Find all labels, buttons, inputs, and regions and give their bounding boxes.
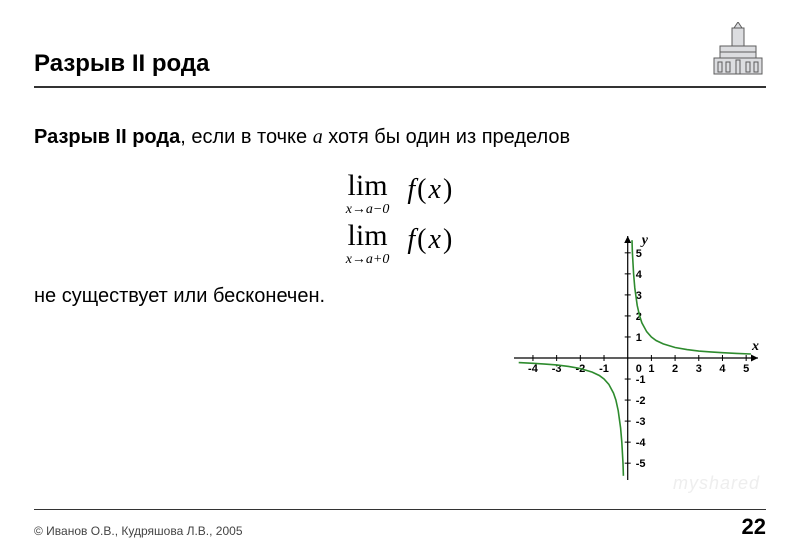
svg-text:3: 3 (696, 363, 702, 375)
header: Разрыв II рода (34, 22, 766, 78)
svg-text:4: 4 (719, 363, 726, 375)
svg-text:-4: -4 (528, 363, 539, 375)
copyright: © Иванов О.В., Кудряшова Л.В., 2005 (34, 524, 243, 538)
point-variable: a (313, 126, 323, 148)
svg-text:-2: -2 (636, 395, 646, 407)
lim-word: lim (346, 171, 390, 201)
svg-text:0: 0 (636, 363, 642, 375)
lim-symbol-2: lim x→a+0 (346, 221, 390, 267)
svg-text:-1: -1 (636, 374, 646, 386)
lim-symbol-1: lim x→a−0 (346, 171, 390, 217)
university-logo-icon (710, 22, 766, 78)
svg-text:2: 2 (672, 363, 678, 375)
fn-arg-2: x (429, 224, 441, 255)
page-number: 22 (742, 514, 766, 540)
footer-rule (34, 509, 766, 510)
svg-text:4: 4 (636, 269, 643, 281)
page-title: Разрыв II рода (34, 50, 209, 78)
definition-bold: Разрыв II рода (34, 126, 180, 148)
svg-text:1: 1 (636, 332, 642, 344)
svg-text:x: x (751, 339, 759, 354)
fn-arg: x (429, 174, 441, 205)
svg-text:y: y (640, 233, 649, 248)
lim-word-2: lim (346, 221, 390, 251)
definition-line: Разрыв II рода, если в точке a хотя бы о… (34, 124, 766, 151)
lim-sub-1: x→a−0 (346, 203, 390, 217)
svg-text:-3: -3 (636, 416, 646, 428)
slide: Разрыв II рода Разрыв II ро (0, 0, 800, 554)
header-rule (34, 86, 766, 88)
svg-text:-1: -1 (599, 363, 609, 375)
definition-text-2: хотя бы один из пределов (323, 126, 570, 148)
lim-sub-2: x→a+0 (346, 253, 390, 267)
discontinuity-chart: -4-3-2-112345-5-4-3-2-1123450xy (506, 228, 766, 488)
svg-text:5: 5 (743, 363, 749, 375)
fn-name-2: f (407, 224, 415, 255)
fx-1: f(x) (407, 174, 454, 205)
definition-text-1: , если в точке (180, 126, 313, 148)
fx-2: f(x) (407, 224, 454, 255)
svg-text:-4: -4 (636, 437, 647, 449)
fn-name: f (407, 174, 415, 205)
limit-left: lim x→a−0 f(x) (34, 169, 766, 219)
svg-text:1: 1 (648, 363, 654, 375)
svg-text:5: 5 (636, 248, 642, 260)
svg-text:-5: -5 (636, 458, 646, 470)
